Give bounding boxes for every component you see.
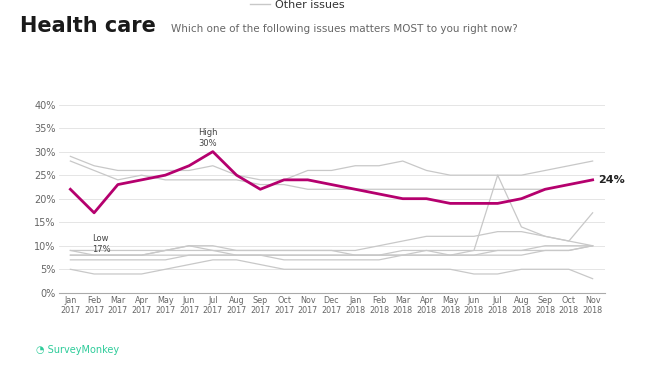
Text: Which one of the following issues matters MOST to you right now?: Which one of the following issues matter… [171,24,518,34]
Text: 24%: 24% [599,175,625,185]
Text: ◔ SurveyMonkey: ◔ SurveyMonkey [36,345,119,355]
Text: Health care: Health care [20,16,155,37]
Legend: Health care, Other issues: Health care, Other issues [246,0,352,14]
Text: Low
17%: Low 17% [92,234,110,254]
Text: High
30%: High 30% [198,128,218,148]
